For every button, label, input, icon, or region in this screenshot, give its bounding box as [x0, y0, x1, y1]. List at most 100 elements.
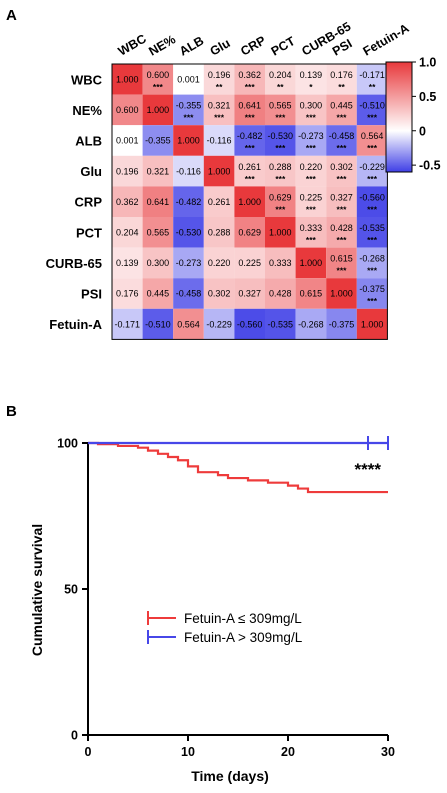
- heatmap-cell: [265, 217, 296, 248]
- heatmap-cell: [234, 94, 265, 126]
- heatmap-cell: [295, 186, 327, 217]
- heatmap-cell: [112, 278, 143, 309]
- heatmap-cell: [173, 64, 204, 95]
- heatmap-cell: [203, 64, 235, 95]
- colorbar-scale: [385, 61, 413, 173]
- heatmap-cell-value: 0.220: [300, 162, 323, 172]
- heatmap-cell-significance: ***: [337, 266, 348, 276]
- heatmap-cell: [203, 155, 235, 187]
- heatmap-row-label: Glu: [80, 164, 102, 179]
- heatmap-column-label: Glu: [208, 36, 233, 59]
- significance-mark: ****: [355, 460, 382, 479]
- heatmap-cell: [265, 186, 296, 217]
- colorbar-tick-label: 0: [419, 124, 426, 138]
- heatmap-cell: [142, 64, 174, 95]
- heatmap-cell: [265, 155, 296, 187]
- x-tick-label: 20: [281, 745, 295, 759]
- heatmap-cell-value: 0.445: [147, 289, 170, 299]
- heatmap-cell-significance: ***: [245, 174, 256, 184]
- heatmap-cell-significance: ***: [337, 204, 348, 214]
- heatmap-row-label: ALB: [75, 134, 102, 149]
- correlation-heatmap: 1.000 0.600***0.001 0.196**0.362***0.204**…: [46, 19, 411, 340]
- colorbar-tick-label: -0.5: [419, 159, 441, 173]
- heatmap-cell-value: -0.530: [268, 131, 294, 141]
- heatmap-cell: [234, 155, 265, 187]
- heatmap-cell: [203, 278, 235, 309]
- heatmap-cell-value: 0.333: [269, 258, 292, 268]
- heatmap-cell: [326, 155, 357, 187]
- heatmap-cell: [234, 308, 265, 340]
- heatmap-cell-value: 0.321: [147, 166, 170, 176]
- colorbar-tick-label: 1.0: [419, 56, 436, 70]
- heatmap-cell-value: 0.600: [116, 105, 139, 115]
- heatmap-cell-value: -0.375: [359, 284, 385, 294]
- legend-label-high: Fetuin-A > 309mg/L: [184, 630, 303, 645]
- heatmap-cell-value: 0.615: [330, 254, 353, 264]
- heatmap-cell-value: 0.641: [147, 197, 170, 207]
- heatmap-column-label: PCT: [269, 34, 298, 59]
- heatmap-cell-significance: **: [338, 82, 345, 92]
- heatmap-cell: [356, 247, 388, 279]
- heatmap-cell-value: 0.565: [269, 101, 292, 111]
- heatmap-cell-value: -0.273: [298, 131, 324, 141]
- heatmap-cell-value: 1.000: [330, 289, 353, 299]
- heatmap-cell-value: -0.171: [359, 70, 385, 80]
- heatmap-row-label: WBC: [71, 72, 103, 87]
- heatmap-cell-significance: ***: [367, 235, 378, 245]
- heatmap-column-label: WBC: [116, 32, 149, 59]
- heatmap-cell-significance: ***: [337, 113, 348, 123]
- heatmap-cell: [112, 125, 143, 156]
- heatmap-cell-value: 0.327: [238, 289, 261, 299]
- heatmap-cell: [265, 64, 296, 95]
- heatmap-cell: [265, 247, 296, 279]
- heatmap-cell: [265, 94, 296, 126]
- heatmap-cell-significance: ***: [306, 174, 317, 184]
- heatmap-cell-value: -0.510: [145, 319, 171, 329]
- heatmap-cell-value: -0.510: [359, 101, 385, 111]
- heatmap-cell: [142, 125, 174, 156]
- heatmap-cell-value: -0.229: [359, 162, 385, 172]
- heatmap-cell: [203, 308, 235, 340]
- heatmap-cell: [295, 155, 327, 187]
- heatmap-row-label: Fetuin-A: [49, 317, 102, 332]
- heatmap-cell: [265, 278, 296, 309]
- heatmap-cell-significance: ***: [306, 143, 317, 153]
- heatmap-cell: [203, 247, 235, 279]
- heatmap-cell: [112, 155, 143, 187]
- heatmap-cell-significance: **: [216, 82, 223, 92]
- heatmap-cell-significance: ***: [337, 235, 348, 245]
- heatmap-row-label: CRP: [75, 195, 103, 210]
- heatmap-cell: [356, 278, 388, 309]
- heatmap-cell: [265, 308, 296, 340]
- heatmap-cell: [112, 217, 143, 248]
- heatmap-cell-significance: **: [369, 82, 376, 92]
- heatmap-cell-value: 0.321: [208, 101, 231, 111]
- heatmap-cell-significance: ***: [153, 82, 164, 92]
- heatmap-cell-value: -0.355: [176, 101, 202, 111]
- heatmap-cell: [173, 186, 204, 217]
- y-tick-label: 0: [71, 729, 78, 743]
- heatmap-cell: [142, 217, 174, 248]
- heatmap-cell: [173, 125, 204, 156]
- heatmap-cell-value: 0.641: [238, 101, 261, 111]
- heatmap-cell-value: 0.196: [208, 70, 231, 80]
- heatmap-cell-value: -0.116: [176, 166, 201, 176]
- heatmap-cell-value: -0.535: [268, 319, 294, 329]
- x-axis-title: Time (days): [191, 768, 269, 784]
- heatmap-cell: [295, 94, 327, 126]
- heatmap-cell-value: 0.564: [361, 131, 384, 141]
- heatmap-cell: [295, 64, 327, 95]
- heatmap-cell: [173, 217, 204, 248]
- legend-label-low: Fetuin-A ≤ 309mg/L: [184, 611, 302, 626]
- heatmap-row-label: PCT: [76, 225, 102, 240]
- heatmap-cell-value: 1.000: [238, 197, 261, 207]
- heatmap-cell-value: 0.196: [116, 166, 139, 176]
- heatmap-cell-value: -0.355: [145, 136, 171, 146]
- panel-b-label: B: [6, 403, 17, 420]
- heatmap-cell-significance: ***: [306, 113, 317, 123]
- heatmap-cell-value: -0.268: [359, 254, 385, 264]
- heatmap-cell-value: 0.428: [330, 223, 353, 233]
- heatmap-cell: [326, 186, 357, 217]
- heatmap-cell-value: 1.000: [177, 136, 200, 146]
- heatmap-cell-significance: ***: [367, 204, 378, 214]
